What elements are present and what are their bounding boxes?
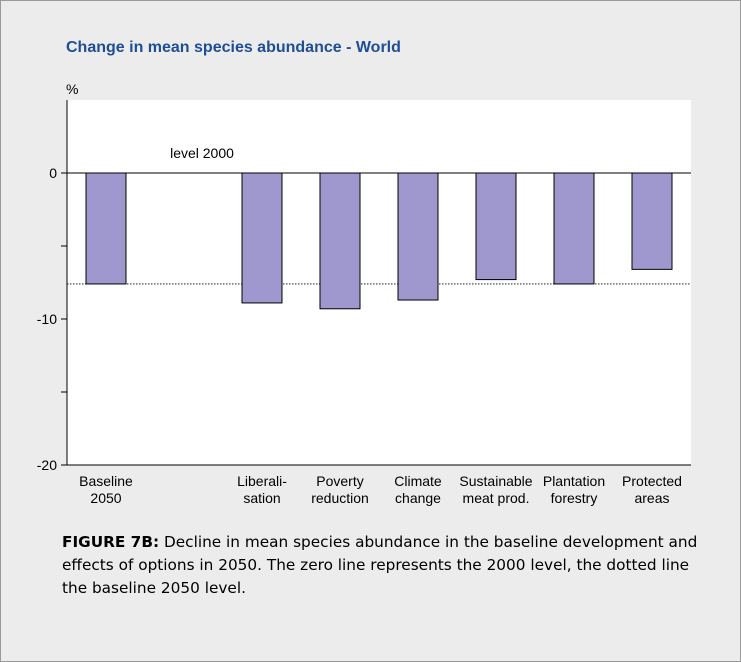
chart-title: Change in mean species abundance - World [66, 39, 401, 56]
bar-5 [475, 172, 517, 281]
annotation-level-2000: level 2000 [170, 145, 234, 161]
category-label: change [395, 490, 441, 506]
figure-caption: FIGURE 7B: Decline in mean species abund… [62, 531, 702, 600]
category-label: 2050 [90, 490, 121, 506]
category-label: Poverty [316, 473, 363, 489]
category-label: Protected [622, 473, 682, 489]
caption-label: FIGURE 7B: [62, 533, 160, 551]
category-label: reduction [311, 490, 369, 506]
y-tick-label: -20 [37, 457, 57, 473]
bar-0 [85, 172, 127, 285]
category-label: meat prod. [463, 490, 530, 506]
caption-text: Decline in mean species abundance in the… [62, 533, 698, 597]
bar-3 [319, 172, 361, 310]
category-label: forestry [551, 490, 598, 506]
category-label: Liberali- [237, 473, 287, 489]
bar-6 [553, 172, 595, 285]
category-label: sation [243, 490, 280, 506]
bar-chart: Change in mean species abundance - World… [37, 39, 691, 506]
y-tick-label: 0 [49, 165, 57, 181]
category-label: areas [634, 490, 669, 506]
plot-area [67, 100, 691, 465]
y-axis-unit-label: % [66, 81, 78, 97]
category-label: Climate [394, 473, 442, 489]
category-label: Plantation [543, 473, 605, 489]
bar-7 [631, 172, 673, 270]
bar-2 [241, 172, 283, 304]
bar-4 [397, 172, 439, 301]
category-label: Sustainable [459, 473, 532, 489]
category-label: Baseline [79, 473, 133, 489]
y-tick-label: -10 [37, 311, 57, 327]
